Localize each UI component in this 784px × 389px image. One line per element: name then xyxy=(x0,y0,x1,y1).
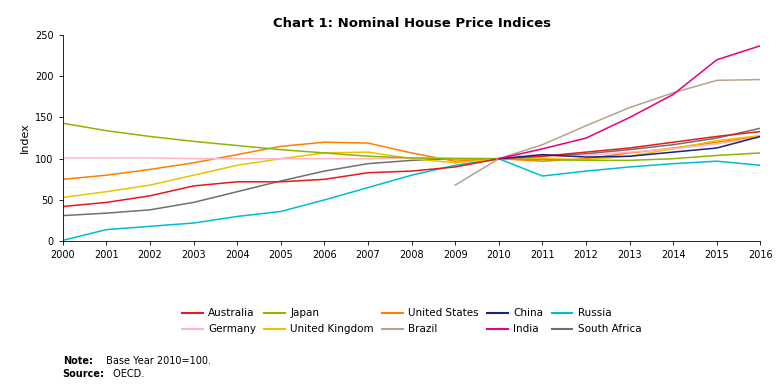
Text: OECD.: OECD. xyxy=(110,369,144,379)
Title: Chart 1: Nominal House Price Indices: Chart 1: Nominal House Price Indices xyxy=(273,17,550,30)
Y-axis label: Index: Index xyxy=(20,123,30,154)
Text: Source:: Source: xyxy=(63,369,105,379)
Text: Base Year 2010=100.: Base Year 2010=100. xyxy=(103,356,212,366)
Legend: Australia, Germany, Japan, United Kingdom, United States, Brazil, China, India, : Australia, Germany, Japan, United Kingdo… xyxy=(182,308,641,335)
Text: Note:: Note: xyxy=(63,356,93,366)
